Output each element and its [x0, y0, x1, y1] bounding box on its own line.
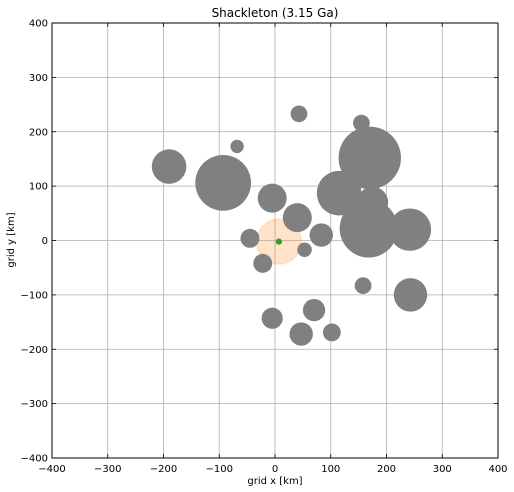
- crater-point: [290, 105, 308, 123]
- x-tick-label: 300: [433, 464, 452, 475]
- crater-point: [388, 208, 432, 251]
- x-tick-label: −400: [38, 464, 65, 475]
- crater-point: [240, 228, 260, 248]
- y-tick-label: 0: [42, 236, 48, 247]
- y-tick-label: −200: [21, 345, 48, 356]
- crater-point: [322, 323, 341, 342]
- crater-point: [253, 253, 273, 273]
- ticks: −400 −300 −200 −100 0 100 200 300 400 −400 −300 −20…: [21, 19, 508, 476]
- y-tick-label: 300: [29, 73, 48, 84]
- x-axis-label: grid x [km]: [247, 476, 302, 487]
- crater-point: [151, 149, 187, 184]
- x-tick-label: 200: [377, 464, 396, 475]
- x-tick-label: 400: [488, 464, 507, 475]
- crater-point: [282, 203, 312, 233]
- crater-point: [302, 298, 326, 322]
- crater-point: [195, 154, 252, 211]
- x-tick-label: −100: [206, 464, 233, 475]
- crater-point: [309, 223, 333, 247]
- crater-point: [316, 170, 362, 216]
- crater-point: [297, 242, 312, 257]
- y-axis-label: grid y [km]: [6, 212, 17, 267]
- crater-point: [230, 139, 244, 154]
- crater-point: [393, 278, 428, 312]
- y-tick-label: −300: [21, 399, 48, 410]
- y-tick-label: 400: [29, 19, 48, 30]
- x-tick-label: −300: [94, 464, 121, 475]
- x-tick-label: 100: [321, 464, 340, 475]
- y-tick-label: 100: [29, 182, 48, 193]
- crater-point: [338, 126, 401, 190]
- site-marker: [275, 238, 283, 245]
- data-layer: [151, 105, 432, 346]
- crater-point: [354, 277, 372, 294]
- crater-point: [339, 199, 398, 258]
- x-tick-label: 0: [272, 464, 278, 475]
- y-tick-label: −100: [21, 290, 48, 301]
- y-tick-label: −400: [21, 454, 48, 465]
- chart-title: Shackleton (3.15 Ga): [212, 6, 339, 20]
- y-tick-label: 200: [29, 127, 48, 138]
- crater-point: [289, 322, 313, 346]
- crater-point: [261, 307, 283, 329]
- x-tick-label: −200: [150, 464, 177, 475]
- crater-point: [257, 183, 287, 213]
